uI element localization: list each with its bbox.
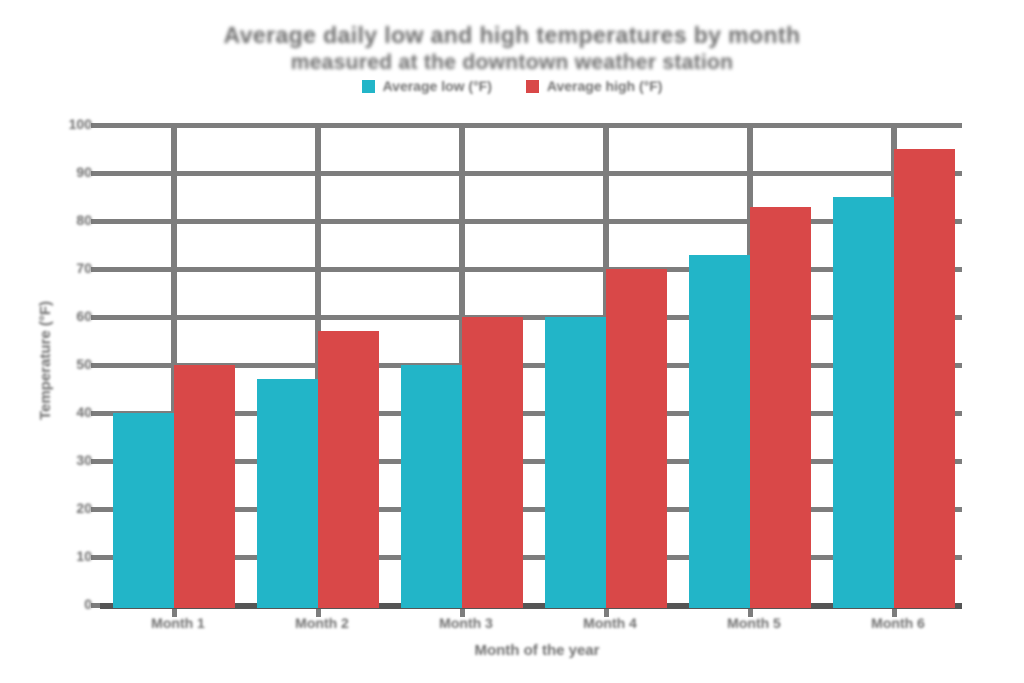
- x-tick-mark: [172, 609, 177, 617]
- gridline-horizontal: [103, 459, 962, 464]
- x-tick-label: Month 1: [151, 615, 205, 631]
- bar-high-6[interactable]: [894, 149, 955, 608]
- y-tick-mark: [91, 219, 103, 224]
- bar-low-3[interactable]: [401, 365, 462, 608]
- y-tick-label: 40: [76, 404, 92, 420]
- y-tick-mark: [91, 459, 103, 464]
- legend-label-series2: Average high (°F): [546, 78, 663, 94]
- x-tick-label: Month 2: [295, 615, 349, 631]
- y-tick-mark: [91, 507, 103, 512]
- gridline-horizontal: [103, 171, 962, 176]
- y-tick-mark: [91, 411, 103, 416]
- y-tick-label: 10: [76, 548, 92, 564]
- chart-title-line2: measured at the downtown weather station: [290, 51, 734, 74]
- gridline-horizontal: [103, 315, 962, 320]
- y-tick-label: 30: [76, 452, 92, 468]
- gridline-horizontal: [103, 267, 962, 272]
- x-tick-label: Month 5: [727, 615, 781, 631]
- bar-low-5[interactable]: [689, 255, 750, 608]
- legend-label-series1: Average low (°F): [382, 78, 492, 94]
- y-axis-title: Temperature (°F): [37, 300, 54, 421]
- y-tick-mark: [91, 603, 103, 608]
- x-tick-mark: [748, 609, 753, 617]
- bar-low-6[interactable]: [833, 197, 894, 608]
- legend-item-series1[interactable]: Average low (°F): [361, 78, 492, 94]
- x-tick-label: Month 3: [439, 615, 493, 631]
- y-tick-label: 70: [76, 260, 92, 276]
- bar-low-2[interactable]: [257, 379, 318, 608]
- y-tick-mark: [91, 267, 103, 272]
- bar-low-4[interactable]: [545, 317, 606, 608]
- bar-high-5[interactable]: [750, 207, 811, 608]
- y-tick-label: 60: [76, 308, 92, 324]
- x-tick-mark: [892, 609, 897, 617]
- y-tick-mark: [91, 171, 103, 176]
- legend: Average low (°F) Average high (°F): [0, 77, 1024, 95]
- y-tick-mark: [91, 555, 103, 560]
- gridline-horizontal: [103, 507, 962, 512]
- y-tick-label: 100: [68, 116, 92, 132]
- x-tick-mark: [604, 609, 609, 617]
- chart-title-line1: Average daily low and high temperatures …: [223, 22, 801, 48]
- x-tick-mark: [316, 609, 321, 617]
- bar-high-4[interactable]: [606, 269, 667, 608]
- gridline-horizontal: [103, 555, 962, 560]
- x-tick-label: Month 6: [871, 615, 925, 631]
- x-tick-label: Month 4: [583, 615, 637, 631]
- gridline-horizontal: [103, 411, 962, 416]
- x-axis-title: Month of the year: [474, 642, 600, 659]
- y-tick-mark: [91, 123, 103, 128]
- y-tick-label: 50: [76, 356, 92, 372]
- x-tick-mark: [460, 609, 465, 617]
- y-tick-label: 0: [84, 596, 92, 612]
- gridline-horizontal: [103, 123, 962, 128]
- bar-high-3[interactable]: [462, 317, 523, 608]
- y-tick-label: 20: [76, 500, 92, 516]
- x-axis-line: [100, 603, 962, 609]
- gridline-horizontal: [103, 219, 962, 224]
- legend-swatch-cyan: [361, 79, 375, 93]
- bar-high-2[interactable]: [318, 331, 379, 608]
- gridline-horizontal: [103, 363, 962, 368]
- y-tick-label: 90: [76, 164, 92, 180]
- y-tick-label: 80: [76, 212, 92, 228]
- legend-item-series2[interactable]: Average high (°F): [525, 78, 663, 94]
- y-tick-mark: [91, 363, 103, 368]
- y-tick-mark: [91, 315, 103, 320]
- bar-low-1[interactable]: [113, 413, 174, 608]
- legend-swatch-red: [525, 79, 539, 93]
- bar-high-1[interactable]: [174, 365, 235, 608]
